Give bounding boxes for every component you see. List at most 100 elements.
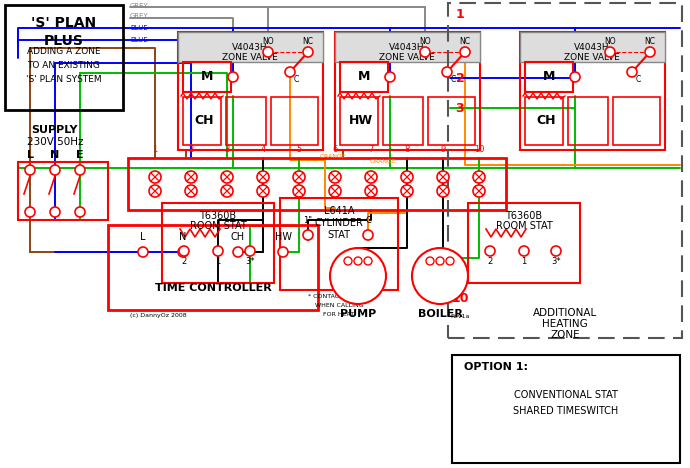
Bar <box>468 203 580 283</box>
Text: Rev1a: Rev1a <box>450 314 469 319</box>
Text: 10: 10 <box>474 145 484 154</box>
Circle shape <box>221 171 233 183</box>
Bar <box>335 32 480 150</box>
Circle shape <box>354 257 362 265</box>
Circle shape <box>344 257 352 265</box>
Text: PLUS: PLUS <box>44 34 84 48</box>
Text: BLUE: BLUE <box>130 37 148 43</box>
Text: BOILER: BOILER <box>417 309 462 319</box>
Bar <box>280 198 398 290</box>
Circle shape <box>385 72 395 82</box>
Text: M: M <box>201 71 213 83</box>
Text: ZONE VALVE: ZONE VALVE <box>222 52 278 61</box>
Bar <box>452 355 680 463</box>
Text: HW: HW <box>275 232 291 242</box>
Text: CONVENTIONAL STAT: CONVENTIONAL STAT <box>514 390 618 400</box>
Text: V4043H: V4043H <box>389 43 425 51</box>
Circle shape <box>519 246 529 256</box>
Text: 'S' PLAN: 'S' PLAN <box>32 16 97 30</box>
Bar <box>340 97 378 145</box>
Text: 2: 2 <box>188 145 194 154</box>
Text: 4: 4 <box>260 145 266 154</box>
Circle shape <box>401 185 413 197</box>
Text: L: L <box>26 150 34 160</box>
Circle shape <box>75 207 85 217</box>
Text: 2: 2 <box>455 72 464 85</box>
Text: CH: CH <box>195 115 214 127</box>
Circle shape <box>426 257 434 265</box>
Text: SUPPLY: SUPPLY <box>32 125 78 135</box>
Circle shape <box>278 247 288 257</box>
Text: HW: HW <box>349 115 373 127</box>
Bar <box>613 97 660 145</box>
Text: TIME CONTROLLER: TIME CONTROLLER <box>155 283 271 293</box>
Text: GREY: GREY <box>130 3 149 9</box>
Circle shape <box>330 248 386 304</box>
Text: (c) DannyOz 2008: (c) DannyOz 2008 <box>130 314 186 319</box>
Text: C: C <box>635 75 640 85</box>
Bar <box>226 97 266 145</box>
Circle shape <box>329 171 341 183</box>
Text: NO: NO <box>262 37 274 46</box>
Text: NC: NC <box>460 37 471 46</box>
Text: N: N <box>179 232 187 242</box>
Bar <box>128 158 506 210</box>
Bar <box>428 97 475 145</box>
Text: 3*: 3* <box>551 256 561 265</box>
Circle shape <box>437 171 449 183</box>
Circle shape <box>25 207 35 217</box>
Text: 1: 1 <box>522 256 526 265</box>
Text: SHARED TIMESWITCH: SHARED TIMESWITCH <box>513 406 619 416</box>
Circle shape <box>149 171 161 183</box>
Circle shape <box>570 72 580 82</box>
Text: L: L <box>140 232 146 242</box>
Circle shape <box>363 230 373 240</box>
Circle shape <box>263 47 273 57</box>
Text: 5: 5 <box>297 145 302 154</box>
Text: L: L <box>427 263 433 273</box>
Circle shape <box>303 47 313 57</box>
Text: CYLINDER: CYLINDER <box>315 218 364 228</box>
Text: FOR HEAT: FOR HEAT <box>324 312 355 317</box>
Bar <box>183 97 221 145</box>
Text: ZONE VALVE: ZONE VALVE <box>564 52 620 61</box>
Text: 2: 2 <box>181 256 186 265</box>
Text: 2: 2 <box>487 256 493 265</box>
Circle shape <box>185 171 197 183</box>
Text: 3*: 3* <box>245 256 255 265</box>
Circle shape <box>412 248 468 304</box>
Circle shape <box>50 165 60 175</box>
Text: T6360B: T6360B <box>506 211 542 221</box>
Bar <box>520 32 665 62</box>
Circle shape <box>257 171 269 183</box>
Bar <box>162 203 274 283</box>
Text: E: E <box>447 263 453 273</box>
Text: NC: NC <box>644 37 656 46</box>
Text: CH: CH <box>231 232 245 242</box>
Text: 3: 3 <box>455 102 464 115</box>
Circle shape <box>605 47 615 57</box>
Circle shape <box>436 257 444 265</box>
Circle shape <box>257 185 269 197</box>
Bar <box>178 32 323 62</box>
Circle shape <box>50 207 60 217</box>
Circle shape <box>645 47 655 57</box>
Text: M: M <box>543 71 555 83</box>
Text: 1: 1 <box>152 145 157 154</box>
Text: ADDITIONAL: ADDITIONAL <box>533 308 597 318</box>
Text: STAT: STAT <box>328 230 351 240</box>
Bar <box>183 62 231 92</box>
Circle shape <box>138 247 148 257</box>
Text: ROOM STAT: ROOM STAT <box>495 221 553 231</box>
Text: 8: 8 <box>404 145 410 154</box>
Text: ADDING A ZONE: ADDING A ZONE <box>27 47 101 57</box>
Text: 6: 6 <box>333 145 337 154</box>
Text: BLUE: BLUE <box>130 25 148 31</box>
Circle shape <box>551 246 561 256</box>
Text: ZONE VALVE: ZONE VALVE <box>379 52 435 61</box>
Text: N: N <box>436 263 444 273</box>
Circle shape <box>179 246 189 256</box>
Text: NC: NC <box>302 37 313 46</box>
Text: CH: CH <box>536 115 555 127</box>
Text: L641A: L641A <box>324 206 354 216</box>
